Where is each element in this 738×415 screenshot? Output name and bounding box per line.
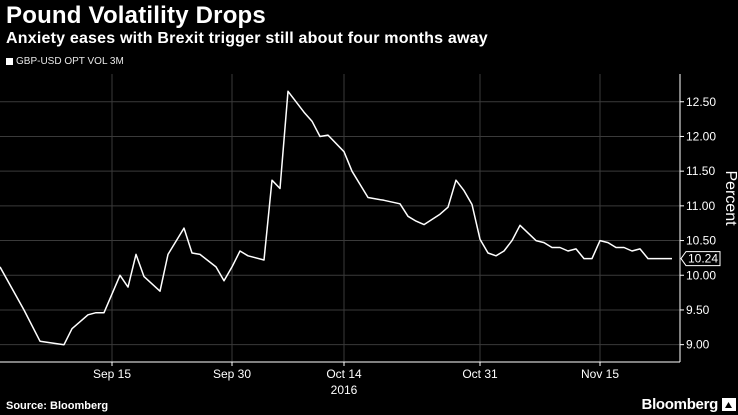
grid xyxy=(0,74,680,362)
chart-title: Pound Volatility Drops xyxy=(6,2,266,29)
x-axis-label: 2016 xyxy=(331,383,358,397)
x-tick-label: Oct 14 xyxy=(326,367,362,381)
legend-swatch xyxy=(6,58,13,65)
legend-label: GBP-USD OPT VOL 3M xyxy=(16,56,124,67)
chart-subtitle: Anxiety eases with Brexit trigger still … xyxy=(6,30,488,47)
y-tick-label: 11.50 xyxy=(686,164,715,178)
x-tick-label: Sep 30 xyxy=(213,367,251,381)
last-value-label: 10.24 xyxy=(688,252,718,266)
labels: 9.00 9.50 10.00 10.50 11.00 11.50 12.00 12.50 Se… xyxy=(93,95,738,397)
series xyxy=(0,90,672,346)
y-axis-label: Percent xyxy=(722,170,738,226)
last-value-badge xyxy=(680,251,721,267)
x-tick-label: Sep 15 xyxy=(93,367,131,381)
y-tick-label: 9.00 xyxy=(686,338,710,352)
y-tick-label: 11.00 xyxy=(686,199,715,213)
y-tick-label: 12.50 xyxy=(686,95,716,109)
legend: GBP-USD OPT VOL 3M xyxy=(6,56,124,67)
x-tick-label: Oct 31 xyxy=(462,367,498,381)
x-tick-label: Nov 15 xyxy=(581,367,619,381)
source-note: Source: Bloomberg xyxy=(6,400,109,412)
brand-name: Bloomberg xyxy=(641,396,719,413)
y-tick-label: 12.00 xyxy=(686,129,716,143)
bloomberg-logo-icon xyxy=(722,398,736,411)
y-tick-label: 9.50 xyxy=(686,303,710,317)
y-tick-label: 10.00 xyxy=(686,268,716,282)
y-tick-label: 10.50 xyxy=(686,234,716,248)
axes xyxy=(0,74,684,366)
series-line xyxy=(0,90,672,346)
